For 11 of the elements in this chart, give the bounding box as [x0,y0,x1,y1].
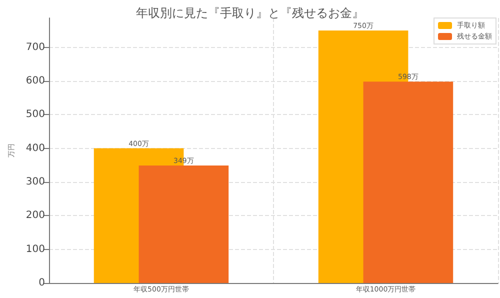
y-tick-label: 200 [26,210,45,222]
y-tick-label: 400 [26,142,45,154]
bar [363,82,454,283]
bar [138,165,229,283]
y-tick-label: 700 [26,42,45,53]
y-tick-label: 500 [26,109,45,120]
chart-title: 年収別に見た『手取り』と『残せるお金』 [136,6,364,20]
y-tick-label: 0 [38,278,45,288]
y-tick-label: 300 [26,176,45,188]
y-tick-label: 100 [26,244,45,255]
y-tick-label: 600 [26,75,45,86]
